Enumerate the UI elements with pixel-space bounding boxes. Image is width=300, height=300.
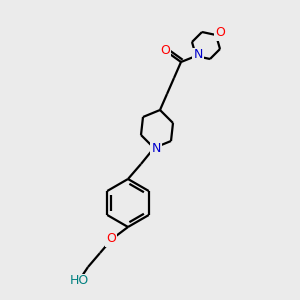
Text: O: O	[160, 44, 170, 58]
Text: O: O	[215, 26, 225, 40]
Text: HO: HO	[69, 274, 88, 287]
Text: N: N	[151, 142, 161, 154]
Text: N: N	[193, 49, 203, 62]
Text: O: O	[106, 232, 116, 245]
